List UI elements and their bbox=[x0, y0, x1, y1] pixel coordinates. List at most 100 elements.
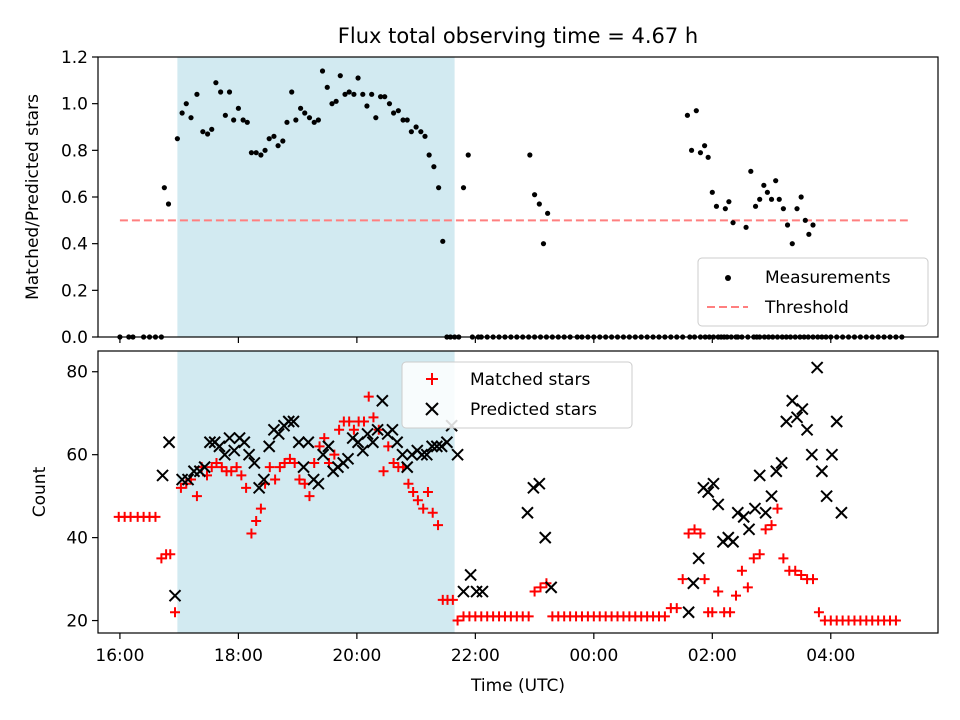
predicted-star-point bbox=[420, 448, 433, 461]
matched-star-point bbox=[408, 487, 419, 497]
matched-star-point bbox=[707, 607, 718, 618]
measurement-point bbox=[536, 201, 542, 207]
ratio-y-axis: 0.0 0.2 0.4 0.6 0.8 1.0 1.2 bbox=[61, 48, 98, 348]
measurement-point bbox=[752, 203, 759, 209]
measurement-point bbox=[810, 222, 816, 228]
measurement-point bbox=[266, 136, 272, 142]
measurement-point bbox=[693, 108, 699, 114]
matched-star-point bbox=[236, 470, 247, 481]
measurement-point bbox=[271, 133, 277, 139]
matched-star-point bbox=[754, 549, 765, 560]
predicted-star-point bbox=[707, 477, 720, 490]
measurement-point bbox=[311, 119, 317, 125]
predicted-star-point bbox=[401, 460, 414, 474]
matched-star-point bbox=[348, 424, 359, 435]
predicted-star-point bbox=[737, 510, 750, 524]
matched-star-point bbox=[677, 574, 688, 585]
predicted-star-point bbox=[464, 568, 477, 582]
predicted-star-point bbox=[262, 440, 276, 453]
predicted-star-point bbox=[322, 440, 335, 453]
measurement-point bbox=[315, 117, 321, 123]
measurement-point bbox=[540, 241, 547, 247]
matched-star-point bbox=[535, 582, 546, 593]
matched-star-point bbox=[725, 607, 736, 618]
measurement-point bbox=[209, 126, 215, 132]
matched-star-point bbox=[241, 482, 252, 493]
predicted-star-point bbox=[198, 460, 211, 474]
measurement-point bbox=[460, 185, 467, 191]
predicted-star-point bbox=[533, 477, 546, 490]
y-tick-label: 0.8 bbox=[61, 141, 88, 161]
measurement-point bbox=[709, 189, 715, 195]
measurement-point bbox=[806, 231, 812, 237]
measurement-point bbox=[408, 129, 414, 135]
measurement-point bbox=[183, 101, 189, 107]
measurement-point bbox=[531, 192, 538, 198]
predicted-star-point bbox=[539, 531, 552, 544]
measurement-point bbox=[319, 68, 326, 74]
measurement-point bbox=[748, 168, 754, 174]
matched-star-point bbox=[730, 590, 741, 601]
count-points bbox=[113, 361, 901, 626]
matched-star-point bbox=[529, 586, 540, 597]
x-tick-label: 22:00 bbox=[451, 646, 500, 666]
matched-star-point bbox=[150, 511, 161, 522]
matched-star-point bbox=[659, 611, 670, 622]
predicted-star-point bbox=[790, 411, 804, 424]
measurement-point bbox=[194, 91, 200, 97]
y-tick-label: 20 bbox=[66, 612, 88, 632]
matched-star-point bbox=[279, 457, 290, 468]
predicted-star-point bbox=[712, 498, 725, 511]
predicted-star-point bbox=[830, 415, 843, 428]
matched-star-point bbox=[422, 487, 433, 497]
predicted-star-point bbox=[682, 606, 695, 619]
measurement-point bbox=[297, 105, 304, 111]
matched-star-point bbox=[264, 462, 275, 473]
count-y-axis: 20 40 60 80 bbox=[66, 363, 98, 632]
measurement-point bbox=[722, 206, 728, 212]
predicted-star-point bbox=[810, 361, 824, 374]
y-tick-label: 1.2 bbox=[61, 48, 88, 68]
matched-star-point bbox=[699, 574, 710, 585]
matched-star-point bbox=[427, 507, 438, 518]
predicted-star-point bbox=[440, 436, 454, 449]
matched-star-point bbox=[226, 466, 237, 477]
ratio-x-ticks bbox=[119, 337, 832, 343]
y-tick-label: 1.0 bbox=[61, 95, 88, 115]
measurement-point bbox=[231, 117, 237, 123]
measurement-point bbox=[355, 75, 361, 81]
matched-star-point bbox=[447, 594, 458, 605]
matched-star-point bbox=[523, 611, 534, 622]
matched-star-point bbox=[813, 607, 824, 618]
predicted-star-point bbox=[213, 440, 226, 453]
predicted-star-point bbox=[726, 535, 740, 548]
measurement-point bbox=[200, 129, 206, 135]
matched-star-point bbox=[403, 478, 414, 489]
predicted-star-point bbox=[805, 448, 819, 461]
measurement-point bbox=[258, 152, 264, 158]
predicted-star-point bbox=[228, 444, 241, 457]
y-tick-label: 0.0 bbox=[61, 328, 88, 348]
predicted-star-point bbox=[753, 469, 766, 482]
matched-star-point bbox=[344, 416, 355, 427]
shaded-region bbox=[177, 57, 455, 337]
measurement-point bbox=[329, 101, 335, 107]
predicted-star-point bbox=[203, 436, 217, 449]
y-tick-label: 40 bbox=[66, 529, 88, 549]
predicted-star-point bbox=[312, 477, 325, 490]
measurement-point bbox=[377, 94, 384, 100]
measurement-point bbox=[431, 164, 437, 170]
measurement-point bbox=[213, 80, 219, 86]
predicted-star-point bbox=[361, 427, 374, 441]
x-tick-label: 00:00 bbox=[569, 646, 618, 666]
predicted-star-point bbox=[168, 589, 182, 602]
matched-star-point bbox=[890, 615, 901, 626]
measurement-point bbox=[240, 117, 246, 123]
x-tick-label: 18:00 bbox=[214, 646, 263, 666]
measurement-point bbox=[346, 89, 352, 95]
matched-star-point bbox=[378, 466, 389, 477]
measurement-point bbox=[188, 115, 194, 121]
x-tick-label: 04:00 bbox=[806, 646, 855, 666]
legend-matched-label: Matched stars bbox=[470, 370, 590, 390]
matched-star-point bbox=[736, 565, 747, 576]
